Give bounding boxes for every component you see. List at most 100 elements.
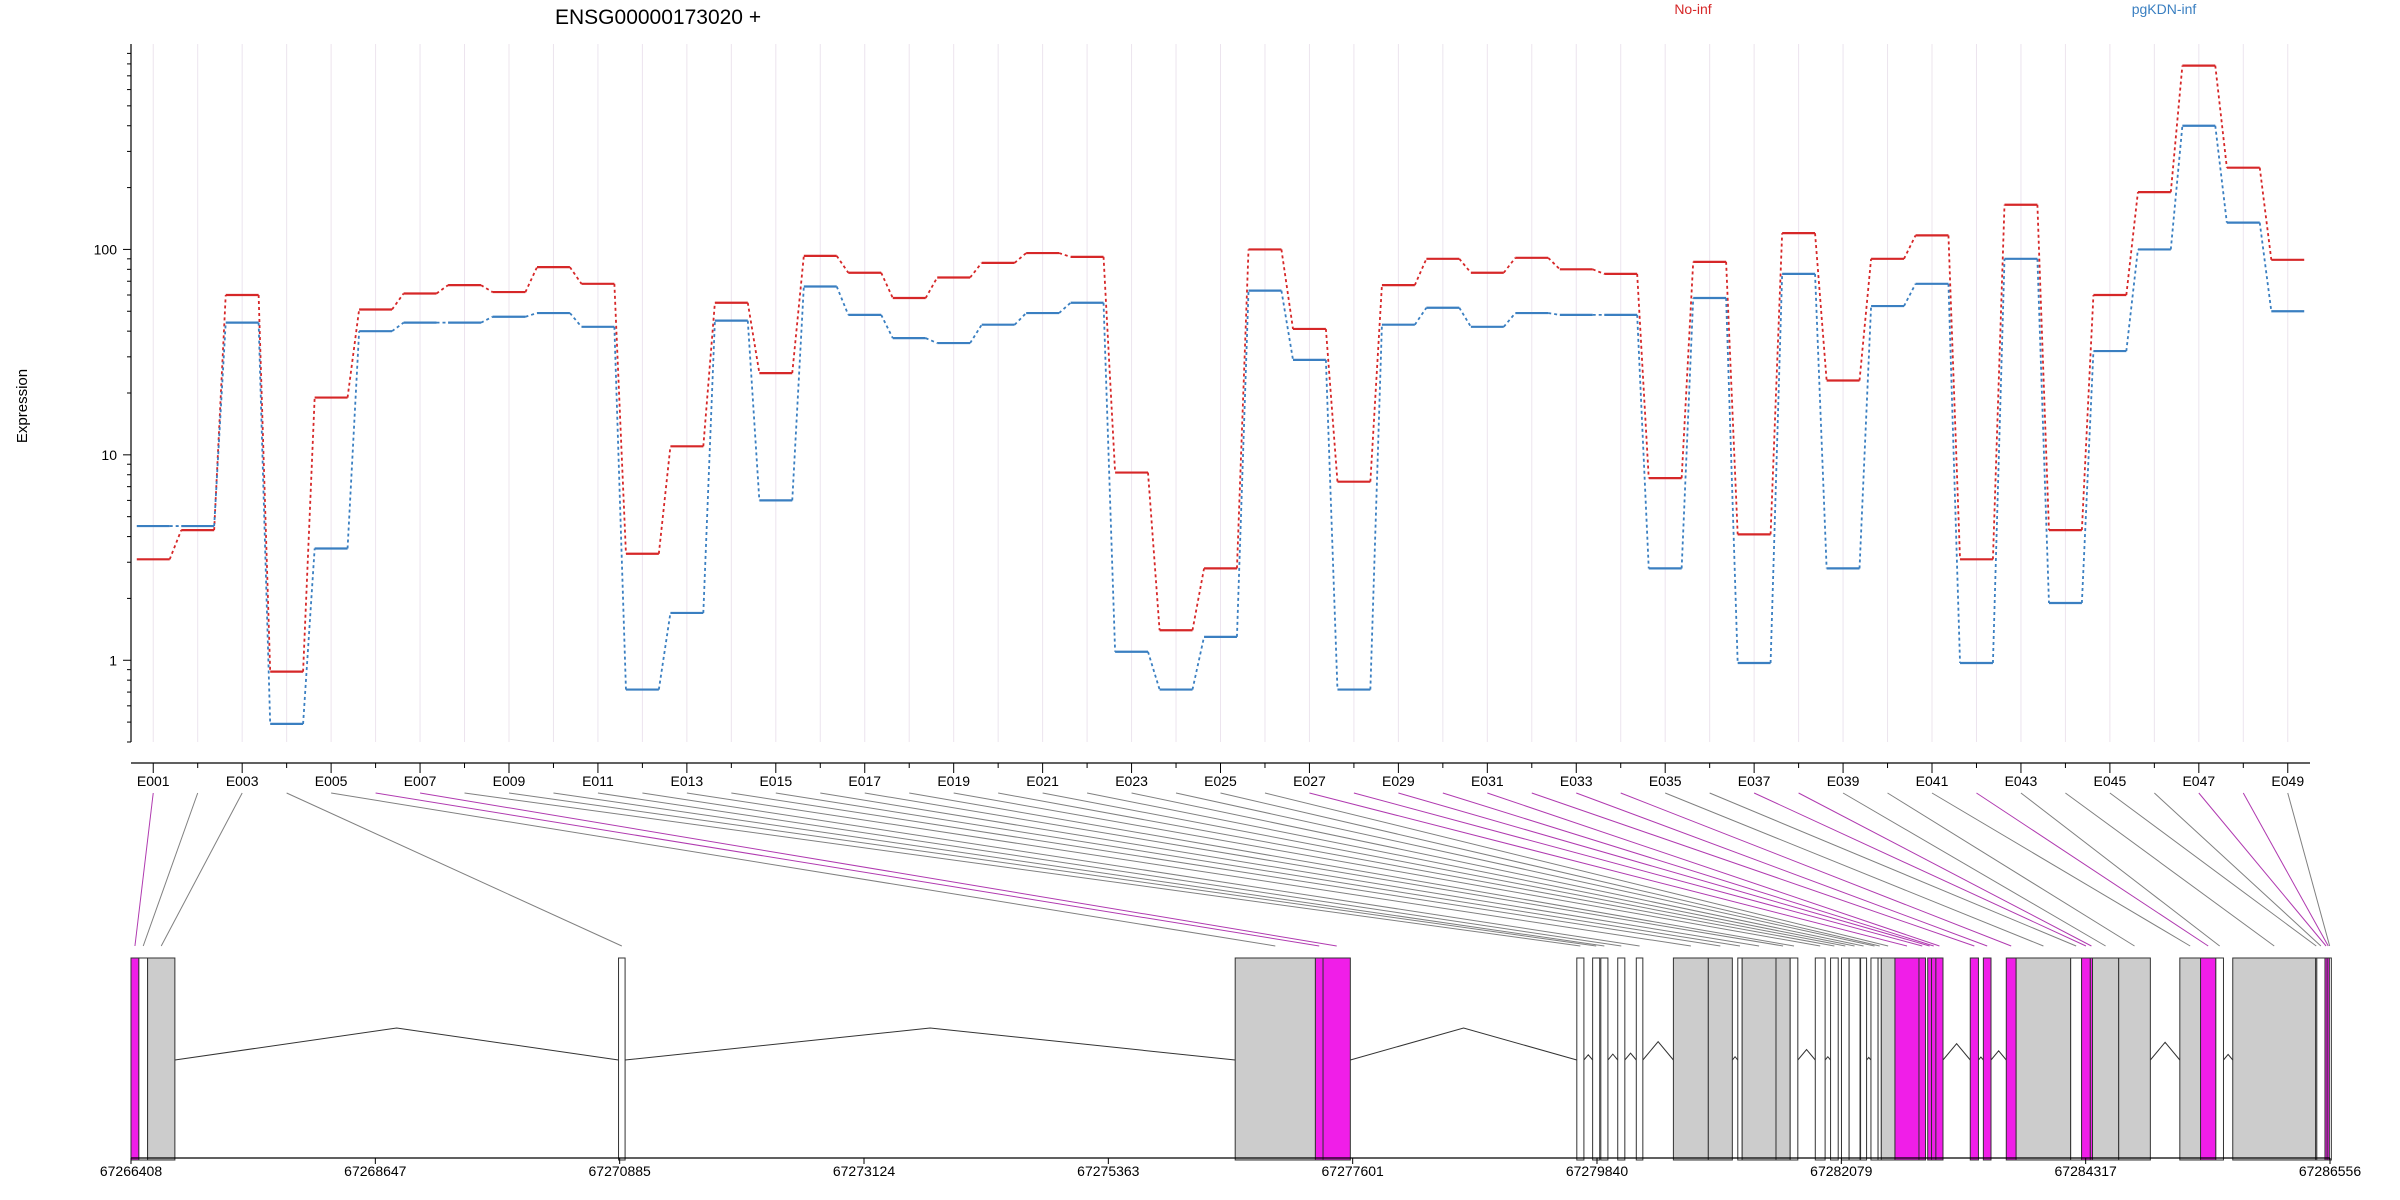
exon-box — [1592, 957, 1601, 1161]
exon-box — [1672, 957, 1709, 1161]
legend-label-no-inf: No-inf — [1674, 1, 1711, 17]
exon-connector — [1131, 792, 1864, 947]
exon-connector — [2287, 792, 2331, 947]
y-tick-label: 100 — [94, 241, 118, 257]
exon-box — [2179, 957, 2202, 1161]
exon-connector — [142, 792, 199, 947]
exon-box — [1600, 957, 1609, 1161]
exon-connector — [1709, 792, 2077, 947]
exon-connector — [1309, 792, 1908, 947]
intron-lines — [174, 1027, 2234, 1061]
genomic-tick-label: 67268647 — [344, 1163, 407, 1179]
exon-connector — [2198, 792, 2327, 947]
x-tick-label: E023 — [1115, 773, 1148, 789]
genomic-tick-label: 67284317 — [2055, 1163, 2118, 1179]
exon-connector — [464, 792, 1581, 947]
intron-path — [174, 1027, 2234, 1061]
x-tick-label: E025 — [1204, 773, 1237, 789]
y-axis-ticks: 1 10 100 — [94, 52, 131, 743]
exon-box — [1830, 957, 1839, 1161]
series-no-inf — [136, 64, 2305, 673]
exon-box — [1848, 957, 1861, 1161]
exon-connector — [1931, 792, 2191, 947]
x-tick-label: E033 — [1560, 773, 1593, 789]
exon-box — [1617, 957, 1626, 1161]
exon-box — [130, 957, 140, 1161]
x-tick-label: E031 — [1471, 773, 1504, 789]
genomic-tick-label: 67279840 — [1566, 1163, 1629, 1179]
x-tick-label: E011 — [582, 773, 614, 789]
x-tick-label: E041 — [1916, 773, 1949, 789]
x-tick-label: E017 — [848, 773, 881, 789]
exon-box — [1982, 957, 1992, 1161]
exon-connector — [2242, 792, 2329, 947]
genomic-tick-label: 67282079 — [1810, 1163, 1873, 1179]
exon-box — [1814, 957, 1826, 1161]
exon-connector-lines — [134, 792, 2331, 947]
exon-connector — [419, 792, 1337, 947]
exon-connector — [953, 792, 1821, 947]
genomic-tick-label: 67273124 — [833, 1163, 896, 1179]
exon-connector — [553, 792, 1605, 947]
exon-connector — [1531, 792, 1975, 947]
exon-box — [1707, 957, 1733, 1161]
exon-connector — [1753, 792, 2087, 947]
exon-boxes — [130, 957, 2332, 1161]
series-connector — [169, 125, 2273, 724]
exon-box — [1860, 957, 1868, 1161]
exon-box — [2328, 957, 2332, 1161]
expression-series — [136, 64, 2305, 725]
exon-connector — [1086, 792, 1855, 947]
x-tick-label: E021 — [1026, 773, 1059, 789]
x-tick-label: E013 — [671, 773, 704, 789]
exon-box — [147, 957, 176, 1161]
exon-box — [1840, 957, 1850, 1161]
exon-connector — [686, 792, 1691, 947]
y-tick-label: 1 — [109, 652, 117, 668]
exon-connector — [1220, 792, 1880, 947]
exon-connector — [508, 792, 1597, 947]
x-tick-label: E029 — [1382, 773, 1415, 789]
exon-box — [2200, 957, 2217, 1161]
x-tick-label: E009 — [493, 773, 526, 789]
x-tick-label: E049 — [2271, 773, 2304, 789]
exon-connector — [286, 792, 623, 947]
exon-connector — [998, 792, 1835, 947]
exon-connector — [1264, 792, 1889, 947]
exon-connector — [2154, 792, 2322, 947]
exon-box — [1576, 957, 1585, 1161]
exon-connector — [775, 792, 1741, 947]
exon-connector — [1175, 792, 1875, 947]
exon-box — [1969, 957, 1979, 1161]
exon-box — [1894, 957, 1920, 1161]
exon-box — [1927, 957, 1933, 1161]
x-tick-label: E003 — [226, 773, 259, 789]
exon-box — [1234, 957, 1316, 1161]
exon-box — [1741, 957, 1777, 1161]
exon-box — [2081, 957, 2091, 1161]
x-tick-label: E037 — [1738, 773, 1771, 789]
y-axis-label: Expression — [14, 369, 31, 443]
exon-connector — [375, 792, 1320, 947]
y-tick-label: 10 — [101, 447, 117, 463]
exon-connector — [1442, 792, 1934, 947]
x-tick-label: E015 — [759, 773, 792, 789]
x-tick-label: E001 — [137, 773, 170, 789]
exon-box — [1775, 957, 1791, 1161]
exon-connector — [1353, 792, 1923, 947]
exon-connector — [1487, 792, 1940, 947]
exon-connector — [1798, 792, 2092, 947]
x-tick-label: E027 — [1293, 773, 1326, 789]
x-tick-label: E039 — [1827, 773, 1860, 789]
genomic-tick-label: 67266408 — [100, 1163, 163, 1179]
exon-box — [2316, 957, 2326, 1161]
exon-connector — [1665, 792, 2044, 947]
exon-box — [1322, 957, 1351, 1161]
exon-box — [2118, 957, 2151, 1161]
exon-connector — [731, 792, 1721, 947]
exon-connector — [909, 792, 1795, 947]
exon-box — [1870, 957, 1879, 1161]
exon-connector — [134, 792, 154, 947]
exon-connector — [1042, 792, 1846, 947]
